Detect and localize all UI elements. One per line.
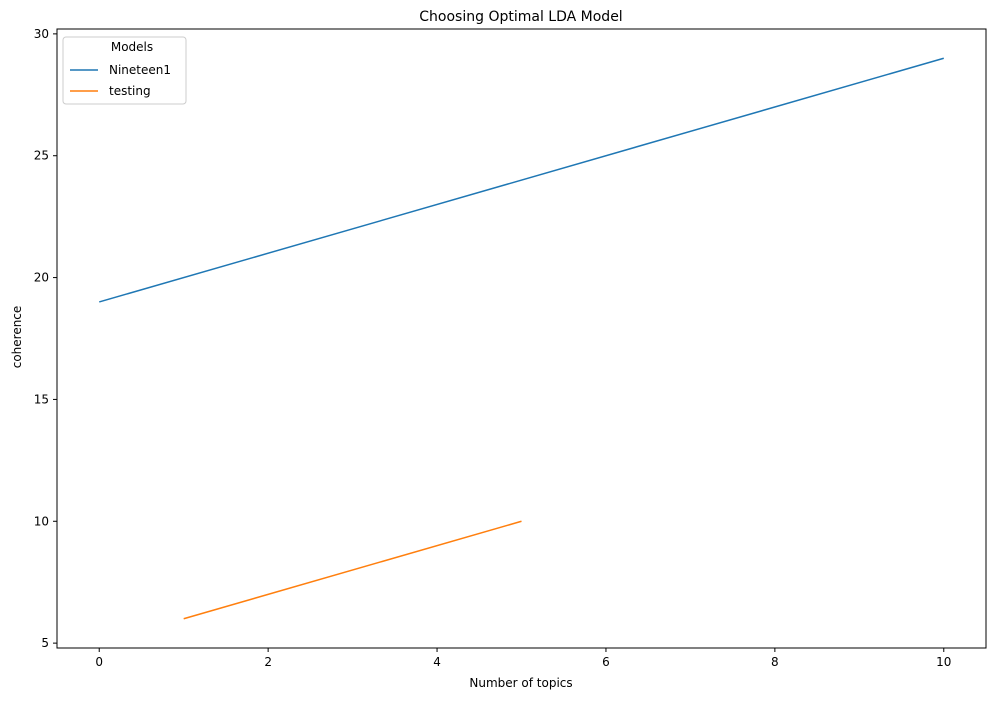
y-axis: 5 10 15 20 25 30 — [34, 27, 57, 650]
x-tick-label: 2 — [264, 655, 272, 669]
x-tick-label: 10 — [936, 655, 951, 669]
legend: Models Nineteen1 testing — [62, 36, 187, 105]
legend-title: Models — [111, 40, 153, 54]
y-axis-label: coherence — [10, 306, 24, 369]
y-tick-label: 15 — [34, 392, 49, 406]
y-tick-label: 30 — [34, 27, 49, 41]
x-axis-label: Number of topics — [469, 676, 572, 690]
y-tick-label: 25 — [34, 149, 49, 163]
y-tick-label: 10 — [34, 514, 49, 528]
legend-label-0: Nineteen1 — [109, 63, 171, 77]
y-tick-label: 20 — [34, 271, 49, 285]
legend-box — [62, 36, 187, 105]
legend-label-1: testing — [109, 84, 151, 98]
x-axis: 0 2 4 6 8 10 — [95, 648, 951, 669]
chart-title: Choosing Optimal LDA Model — [419, 9, 622, 25]
y-tick-label: 5 — [41, 636, 49, 650]
legend-entries: Nineteen1 testing — [70, 63, 171, 98]
plot-area — [56, 28, 987, 649]
x-tick-label: 4 — [433, 655, 441, 669]
x-tick-label: 6 — [602, 655, 610, 669]
series-lines — [99, 57, 944, 620]
x-tick-label: 0 — [95, 655, 103, 669]
x-tick-label: 8 — [771, 655, 779, 669]
series-line-1 — [183, 520, 522, 620]
series-line-0 — [99, 57, 944, 303]
